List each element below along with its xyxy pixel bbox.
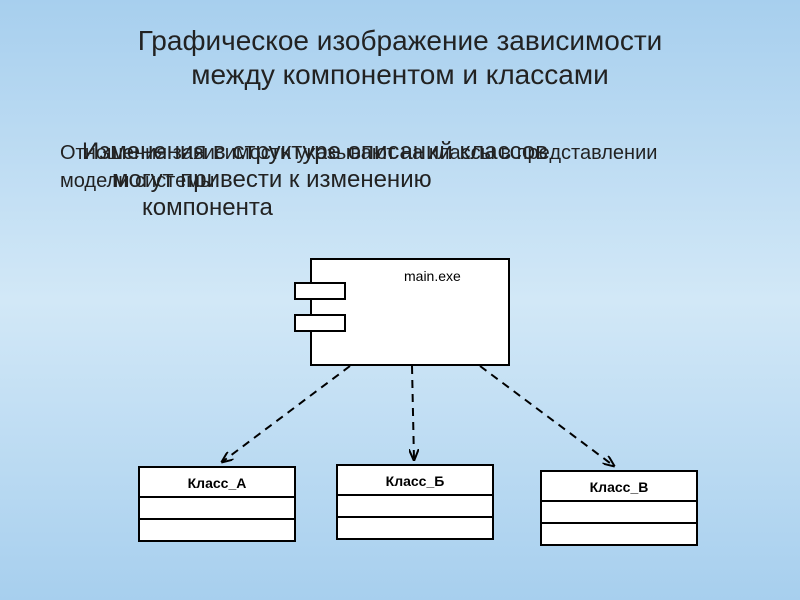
class-box-a: Класс_А (138, 466, 296, 542)
dependency-arrow (412, 366, 414, 460)
class-box-c: Класс_В (540, 470, 698, 546)
dependency-arrow (480, 366, 614, 466)
class-a-name: Класс_А (140, 468, 294, 498)
class-c-attrs (542, 502, 696, 524)
component-port-2 (294, 314, 346, 332)
class-c-name: Класс_В (542, 472, 696, 502)
component-port-1 (294, 282, 346, 300)
class-a-attrs (140, 498, 294, 520)
class-b-name: Класс_Б (338, 466, 492, 496)
class-box-b: Класс_Б (336, 464, 494, 540)
slide-content: Графическое изображение зависимости межд… (0, 0, 800, 600)
dependency-arrow (222, 366, 350, 462)
component-main-exe: main.exe (310, 258, 510, 366)
class-b-attrs (338, 496, 492, 518)
component-label: main.exe (404, 268, 461, 284)
